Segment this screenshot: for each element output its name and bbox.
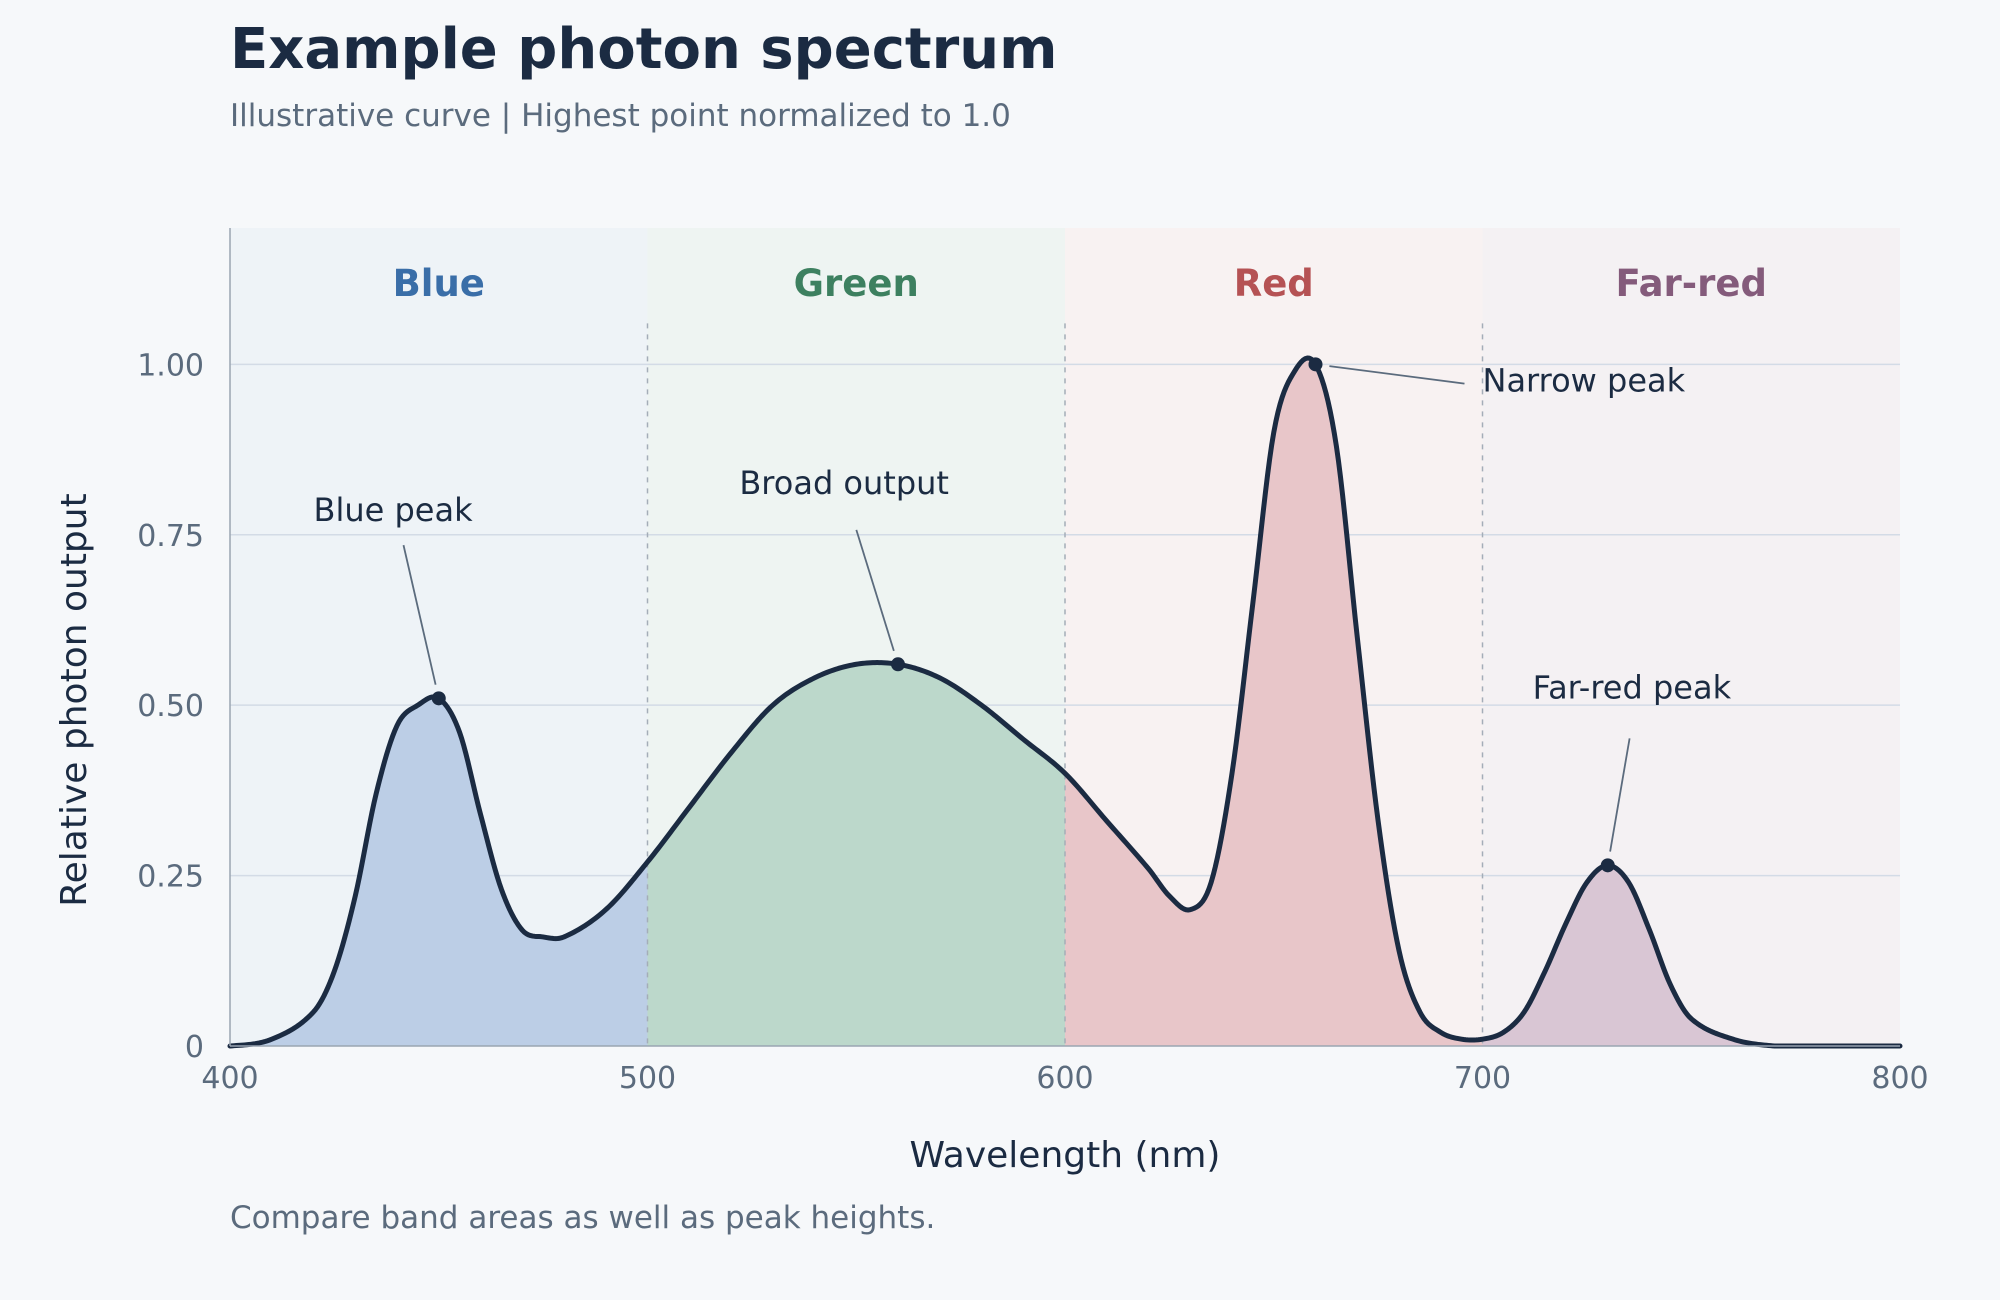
annotation-text-2: Narrow peak bbox=[1483, 362, 1686, 400]
y-tick-label-3: 0.75 bbox=[137, 519, 204, 554]
annotation-leader-0 bbox=[402, 544, 437, 685]
band-label-green: Green bbox=[794, 262, 919, 305]
band-label-far-red: Far-red bbox=[1615, 262, 1767, 305]
y-tick-label-4: 1.00 bbox=[137, 348, 204, 383]
x-axis-label: Wavelength (nm) bbox=[910, 1135, 1221, 1176]
annotation-text-1: Broad output bbox=[739, 464, 949, 502]
chart-title: Example photon spectrum bbox=[230, 17, 1058, 82]
band-label-blue: Blue bbox=[393, 262, 485, 305]
chart-subtitle: Illustrative curve | Highest point norma… bbox=[230, 98, 1011, 134]
x-tick-label-1: 500 bbox=[619, 1061, 676, 1096]
y-tick-label-2: 0.50 bbox=[137, 689, 204, 724]
band-area-fills bbox=[230, 358, 1900, 1046]
annotation-point-2 bbox=[1308, 357, 1323, 372]
y-tick-label-1: 0.25 bbox=[137, 860, 204, 895]
chart-caption: Compare band areas as well as peak heigh… bbox=[230, 1200, 935, 1236]
spectrum-line-layer bbox=[227, 355, 1903, 1049]
band-label-red: Red bbox=[1234, 262, 1314, 305]
band-background-far-red bbox=[1482, 228, 1900, 1046]
annotation-leader-2 bbox=[1329, 365, 1465, 385]
x-tick-label-0: 400 bbox=[201, 1061, 258, 1096]
x-tick-label-2: 600 bbox=[1036, 1061, 1093, 1096]
annotation-text-3: Far-red peak bbox=[1533, 668, 1732, 706]
band-fill-blue bbox=[230, 696, 648, 1046]
annotations: Blue peak Broad output Narrow peak Far-red … bbox=[314, 357, 1732, 873]
spectrum-line bbox=[227, 355, 1903, 1049]
x-tick-label-3: 700 bbox=[1454, 1061, 1511, 1096]
axes: 400 500 600 700 800 0 0.25 0.50 0.75 1.00 bbox=[137, 228, 1929, 1096]
annotation-point-3 bbox=[1600, 858, 1615, 873]
y-tick-label-0: 0 bbox=[185, 1030, 204, 1065]
y-axis-label: Relative photon output bbox=[54, 493, 95, 906]
band-fill-far-red bbox=[1482, 865, 1900, 1046]
band-labels: Blue Green Red Far-red bbox=[393, 262, 1767, 305]
annotation-leader-1 bbox=[855, 529, 895, 652]
band-fill-green bbox=[647, 662, 1065, 1046]
x-tick-label-4: 800 bbox=[1871, 1061, 1928, 1096]
band-fill-red bbox=[1065, 358, 1483, 1046]
annotation-text-0: Blue peak bbox=[314, 491, 474, 529]
annotation-leader-3 bbox=[1609, 738, 1631, 852]
annotation-point-0 bbox=[431, 691, 446, 706]
annotation-point-1 bbox=[891, 657, 905, 672]
